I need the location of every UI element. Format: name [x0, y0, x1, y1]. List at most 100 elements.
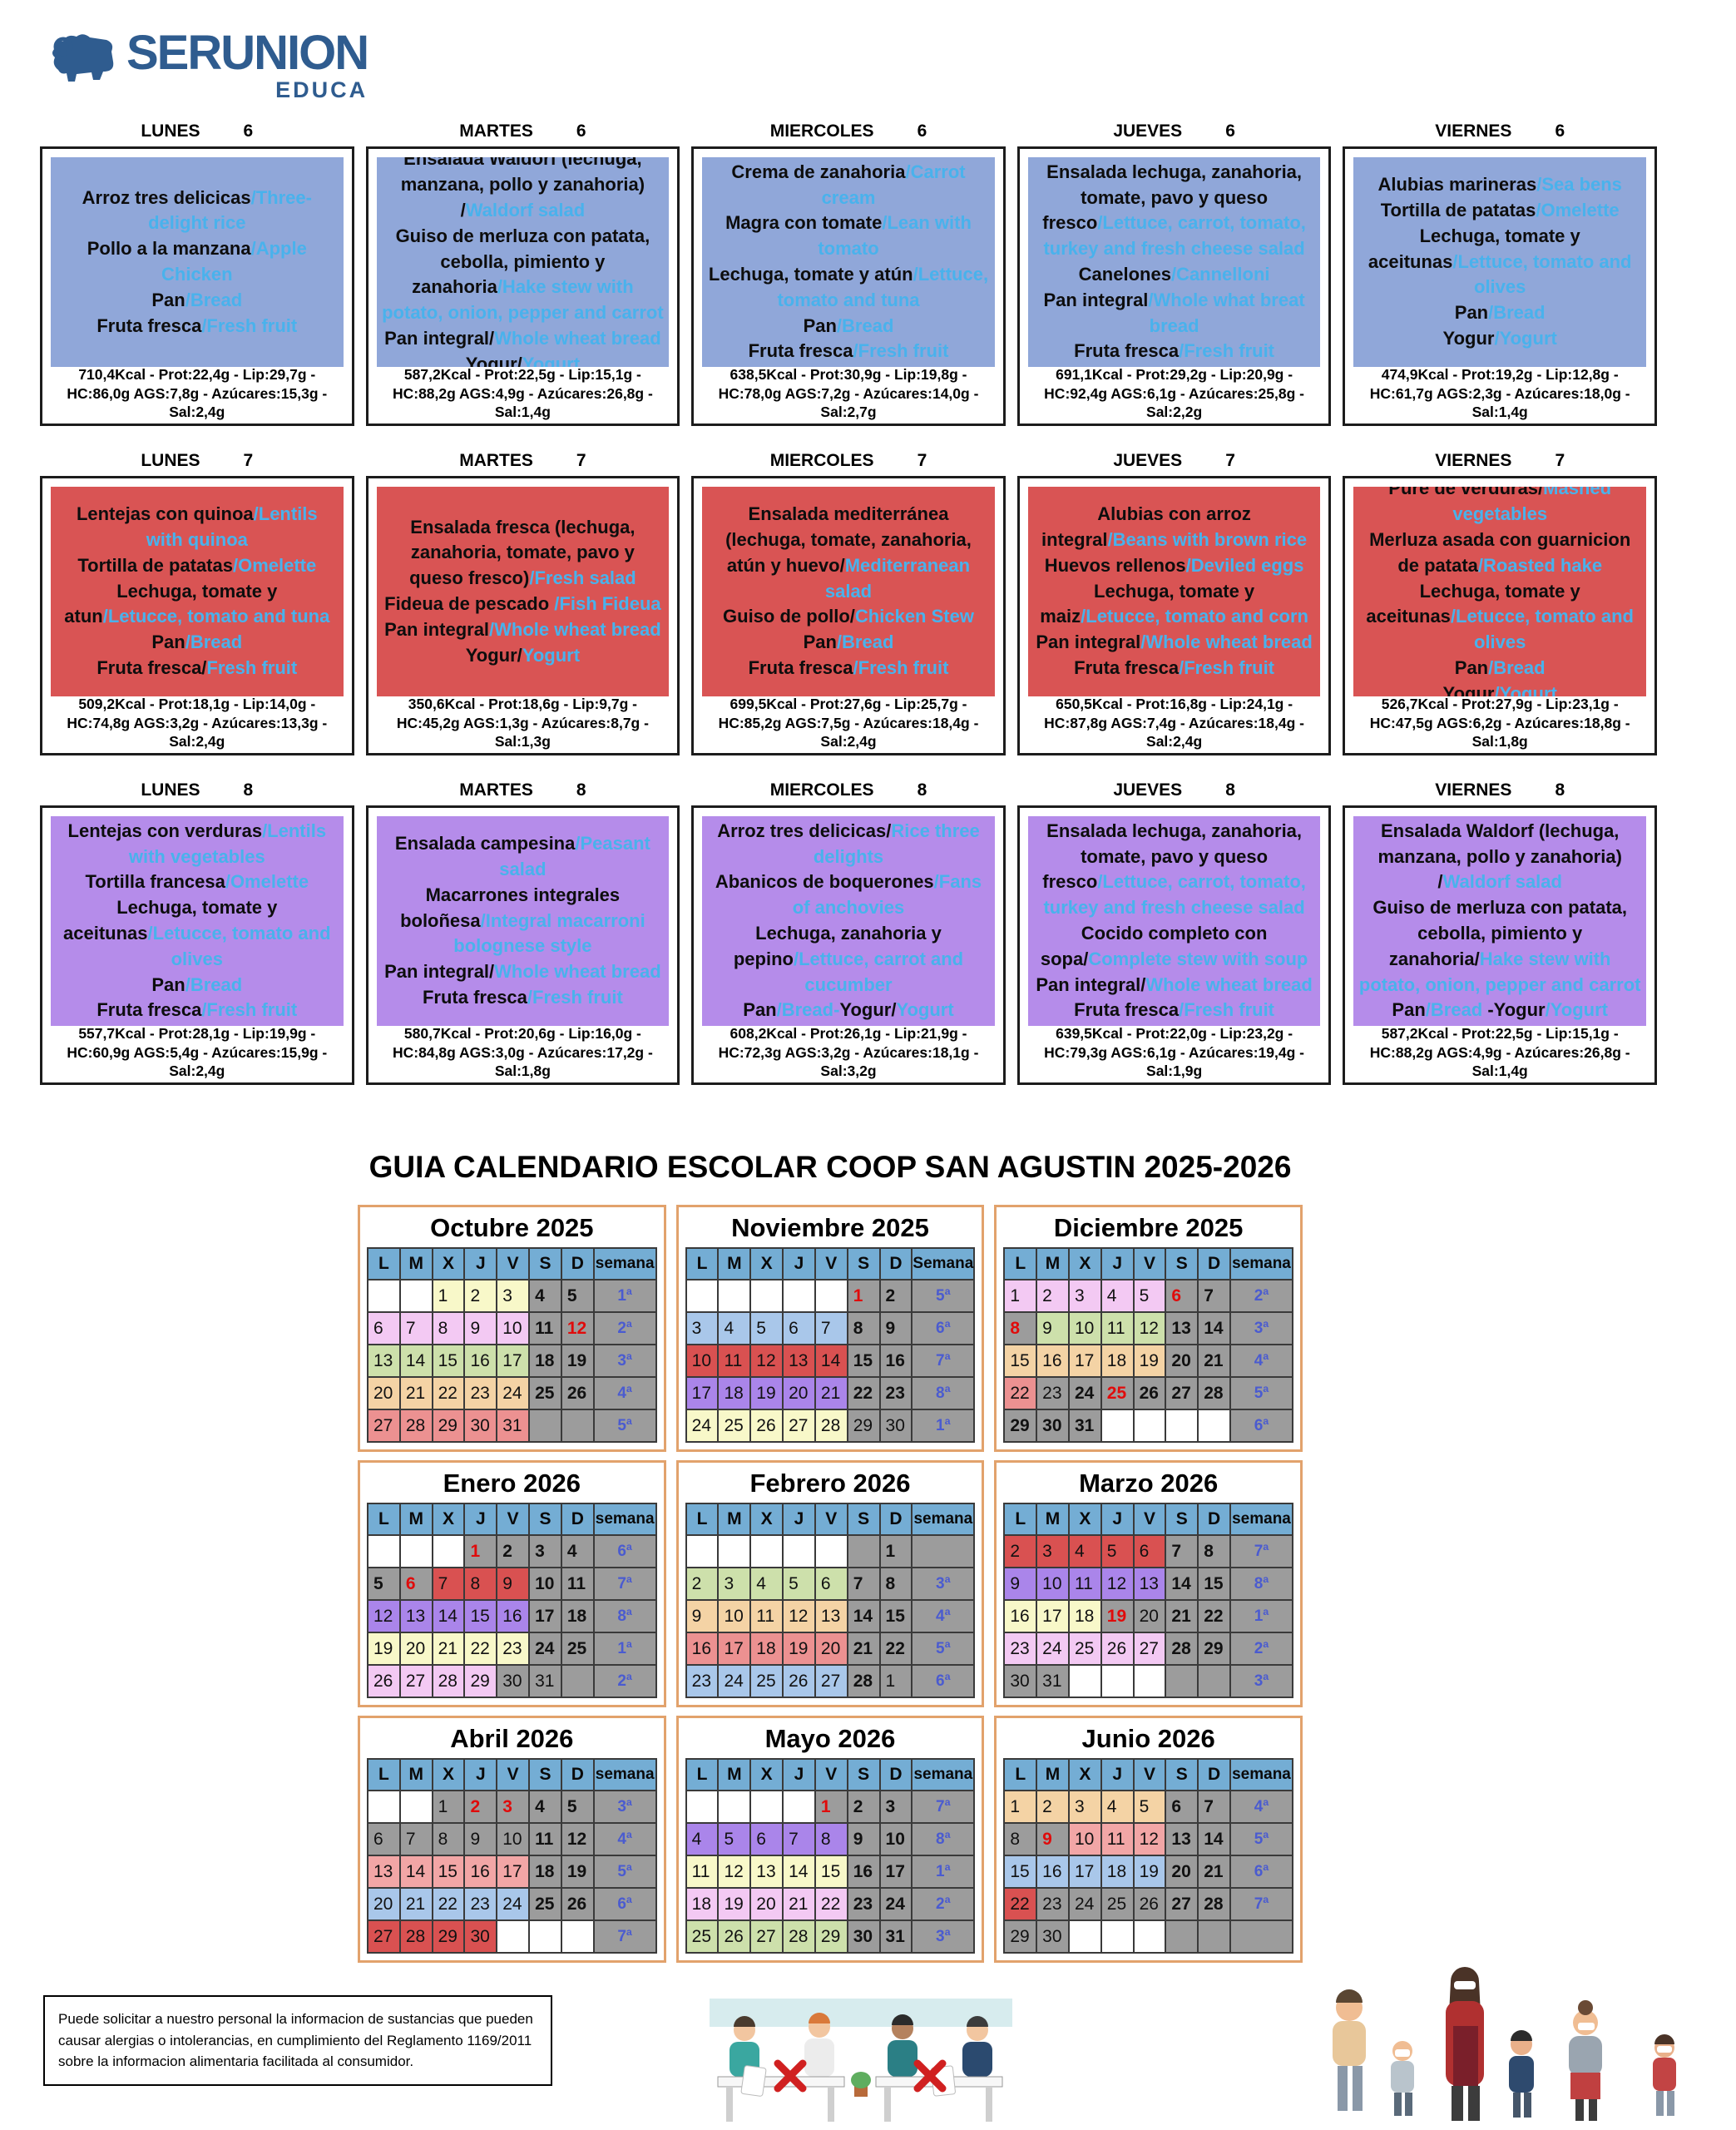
week-column-header: semana: [592, 1247, 657, 1280]
calendar-empty-cell: [685, 1534, 720, 1568]
menu-line: Cocido completo con sopa/Complete stew w…: [1033, 921, 1316, 973]
calendar-day-cell: 26: [749, 1409, 784, 1443]
weekday-header: J: [782, 1247, 816, 1280]
calendar-empty-cell: [814, 1279, 848, 1313]
dish-name-spanish: Yogur/: [839, 999, 897, 1021]
menu-card-viernes-7: Puré de verduras/Mashed vegetables Merluz…: [1343, 476, 1657, 755]
nutrition-info: 587,2Kcal - Prot:22,5g - Lip:15,1g - HC:…: [1369, 1024, 1630, 1080]
day-number: 6: [1555, 121, 1565, 141]
dish-name-english: /Bread-: [776, 999, 840, 1021]
calendar-day-cell: 8: [814, 1822, 848, 1856]
calendar-day-cell: 16: [1036, 1855, 1070, 1889]
dish-name-english: /Roasted hake: [1477, 554, 1603, 576]
calendar-day-cell: 6: [782, 1311, 816, 1345]
dish-name-spanish: Pan: [1392, 999, 1426, 1021]
menu-line: Alubias marineras/Sea bens: [1358, 172, 1641, 198]
weekday-header: D: [560, 1503, 595, 1536]
calendar-day-cell: 20: [367, 1376, 401, 1410]
dish-name-english: /Fresh fruit: [853, 340, 949, 362]
menu-line: Fruta fresca/Fresh fruit: [707, 339, 990, 364]
menu-line: Guiso de merluza con patata, cebolla, pi…: [382, 224, 665, 326]
dish-name-english: /Bread: [185, 289, 243, 310]
weekday-header: J: [782, 1758, 816, 1791]
day-header-lunes: LUNES 8: [40, 780, 354, 800]
calendar-week-row: 6 7 8 9 10 11 12 4ª: [367, 1822, 657, 1856]
menu-line: Tortilla francesa/Omelette: [56, 869, 339, 895]
day-number: 7: [243, 451, 254, 470]
calendar-day-cell: 27: [367, 1919, 401, 1954]
day-header-miercoles: MIERCOLES 8: [691, 780, 1006, 800]
menu-line: Pan/Bread: [1358, 656, 1641, 681]
dish-name-english: /Integral macarroni bolognese style: [453, 909, 645, 957]
menu-line: Guiso de pollo/Chicken Stew: [707, 604, 990, 630]
calendar-day-cell: 24: [528, 1632, 562, 1666]
dish-name-spanish: Pan: [1454, 657, 1489, 678]
calendar-day-cell: 9: [1036, 1311, 1070, 1345]
calendar-day-cell: 1: [463, 1534, 498, 1568]
calendar-day-cell: 2: [496, 1534, 531, 1568]
dish-name-english: /Omelette: [1536, 200, 1620, 220]
day-name: LUNES: [141, 780, 200, 800]
menu-line: Pan/Bread: [1358, 300, 1641, 326]
calendar-day-cell: 22: [1197, 1599, 1232, 1633]
week-column-header: semana: [1229, 1758, 1293, 1791]
nutrition-info: 639,5Kcal - Prot:22,0g - Lip:23,2g - HC:…: [1044, 1024, 1304, 1080]
nutrition-info: 557,7Kcal - Prot:28,1g - Lip:19,9g - HC:…: [67, 1024, 328, 1080]
month-title: Diciembre 2025: [1053, 1213, 1244, 1242]
day-number: 8: [917, 780, 927, 800]
calendar-day-cell: 27: [749, 1919, 784, 1954]
nutrition-info: 587,2Kcal - Prot:22,5g - Lip:15,1g - HC:…: [392, 365, 653, 421]
calendar-week-row: 1: [685, 1534, 976, 1568]
calendar-day-cell: 14: [1197, 1311, 1232, 1345]
week-number-cell: 3ª: [592, 1344, 657, 1378]
menu-cards: Lentejas con quinoa/Lentils with quinoa T…: [40, 476, 1657, 755]
calendar-empty-cell: [782, 1279, 816, 1313]
day-number: 8: [576, 780, 586, 800]
calendar-day-cell: 11: [528, 1311, 562, 1345]
calendar-day-cell: 6: [749, 1822, 784, 1856]
dish-name-spanish: Lechuga, tomate y aceitunas: [63, 897, 278, 944]
calendar-day-cell: 25: [528, 1887, 562, 1921]
weekday-header: V: [814, 1247, 848, 1280]
calendar-day-cell: 18: [528, 1855, 562, 1889]
menu-card-body: Ensalada Waldorf (lechuga, manzana, poll…: [1353, 816, 1646, 1026]
dish-name-english: /Yogurt: [1494, 682, 1557, 696]
calendar-day-cell: 31: [1067, 1409, 1102, 1443]
calendar-day-cell: 8: [431, 1311, 466, 1345]
dish-name-english: /Bread: [1425, 999, 1488, 1021]
calendar-day-cell: 20: [398, 1632, 433, 1666]
brand-name: SERUNION: [126, 26, 369, 80]
weekday-header: M: [1036, 1503, 1070, 1536]
menu-line: Fruta fresca/Fresh fruit: [1033, 656, 1316, 681]
dish-name-spanish: Ensalada lechuga, zanahoria, tomate, pav…: [1042, 161, 1303, 234]
weekday-header: S: [528, 1758, 562, 1791]
menu-line: Yogur/Yogurt: [382, 352, 665, 367]
dish-name-english: Rice three delights: [813, 820, 980, 867]
dish-name-spanish: Macarrones integrales boloñesa: [400, 884, 621, 931]
calendar-day-cell: 12: [1100, 1567, 1135, 1601]
calendar-week-row: 1 2 3 4 5 6 7 4ª: [1003, 1790, 1293, 1824]
calendar-week-row: 16 17 18 19 20 21 22 1ª: [1003, 1599, 1293, 1633]
weekday-header: L: [1003, 1758, 1038, 1791]
calendar-day-cell: 28: [814, 1409, 848, 1443]
calendar-day-cell: 17: [717, 1632, 752, 1666]
weekday-header: D: [878, 1758, 913, 1791]
day-number: 7: [1225, 451, 1235, 470]
calendar-empty-cell: [1100, 1919, 1135, 1954]
menu-line: Lechuga, tomate y aceitunas/Lettuce, tom…: [1358, 224, 1641, 300]
calendar-day-cell: 14: [814, 1344, 848, 1378]
dish-name-english: /Beans with brown rice: [1107, 529, 1308, 550]
week-number-cell: 3ª: [592, 1790, 657, 1824]
day-name: JUEVES: [1113, 121, 1183, 141]
weekday-header: V: [496, 1247, 531, 1280]
week-column-header: semana: [592, 1503, 657, 1536]
weekday-header: S: [528, 1503, 562, 1536]
week-number-cell: 7ª: [911, 1344, 976, 1378]
dish-name-spanish: Pan: [803, 315, 837, 336]
weekly-menus: LUNES 6 MARTES 6 MIERCOLES 6 JUEVES 6 VIERNES 6 Ar…: [40, 121, 1657, 1110]
calendar-day-cell: 1: [431, 1279, 466, 1313]
calendar-day-cell: 13: [1132, 1567, 1167, 1601]
dish-name-spanish: Ensalada campesina: [394, 833, 576, 854]
dish-name-english: /Fresh fruit: [853, 656, 949, 678]
